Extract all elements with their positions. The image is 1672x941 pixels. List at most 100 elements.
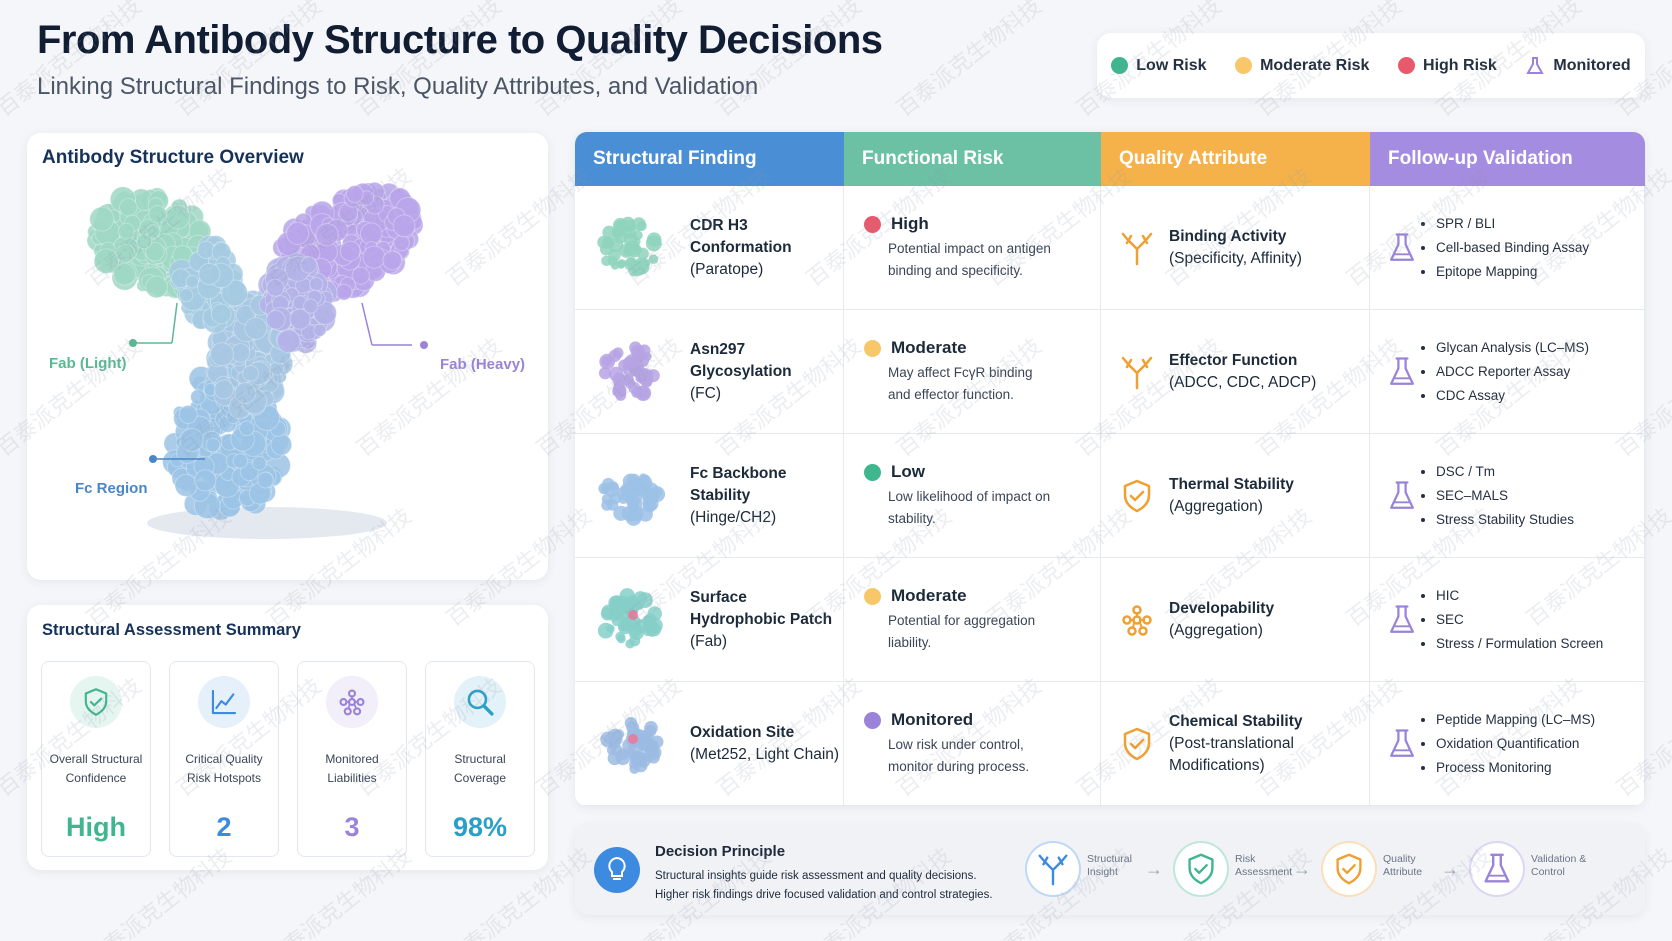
- atom: [614, 729, 625, 739]
- risk-desc: Potential impact on antigen binding and …: [888, 241, 1051, 278]
- table-cell: [1101, 434, 1370, 558]
- column-header: Functional Risk: [844, 132, 1101, 186]
- icon-stroke: [1390, 481, 1414, 509]
- table-cell: [1370, 186, 1645, 310]
- validation-item: Epitope Mapping: [1436, 260, 1589, 284]
- atom: [174, 473, 198, 498]
- attribute-sub: (Aggregation): [1169, 622, 1263, 639]
- validation-item: Stress Stability Studies: [1436, 508, 1574, 532]
- flask-icon: [1390, 357, 1414, 385]
- subtitle: Linking Structural Findings to Risk, Qua…: [37, 73, 759, 100]
- antibody-icon: [1121, 232, 1153, 266]
- legend-item: High Risk: [1398, 57, 1497, 75]
- icon-stroke: [1390, 605, 1414, 633]
- node: [353, 707, 362, 716]
- legend: Low Risk Moderate Risk High Risk Monitored: [1097, 33, 1645, 98]
- icon-stroke: [211, 689, 237, 715]
- summary-label: Monitored Liabilities: [325, 752, 379, 785]
- finding-sub: (Paratope): [690, 261, 764, 278]
- icon-stroke: [1390, 357, 1414, 385]
- table-cell: [1370, 682, 1645, 806]
- domain: [257, 252, 338, 354]
- atom: [629, 341, 642, 354]
- column-header: Quality Attribute: [1101, 132, 1370, 186]
- risk-level: Monitored: [891, 710, 974, 729]
- atom: [289, 308, 311, 330]
- panel-title: Antibody Structure Overview: [42, 147, 304, 168]
- legend-item: Low Risk: [1111, 57, 1207, 75]
- atom: [392, 214, 416, 238]
- validation-item: SEC: [1436, 608, 1603, 632]
- atom: [639, 473, 648, 482]
- atom: [313, 301, 338, 326]
- atom: [608, 349, 622, 362]
- summary-label: Overall Structural Confidence: [49, 752, 143, 785]
- atom: [382, 250, 403, 271]
- atom: [636, 220, 647, 232]
- table-cell: [1370, 310, 1645, 434]
- atom: [345, 184, 364, 203]
- flow-label: Structural Insight: [1087, 853, 1132, 878]
- label-fab-heavy: Fab (Heavy): [440, 356, 526, 373]
- atom: [624, 219, 636, 232]
- atom: [209, 342, 234, 367]
- legend-item: Moderate Risk: [1235, 57, 1369, 75]
- risk-dot: [864, 463, 881, 481]
- validation-list: Glycan Analysis (LC–MS)ADCC Reporter Ass…: [1422, 310, 1589, 434]
- structure-thumbnail: [600, 716, 664, 774]
- shield-icon: [84, 688, 108, 716]
- watermark: 百泰派克生物科技: [891, 0, 1046, 122]
- atom: [286, 221, 310, 246]
- icon-stroke: [1390, 233, 1414, 261]
- atom: [607, 751, 622, 766]
- summary-value: 2: [216, 812, 232, 842]
- summary-value: 3: [344, 812, 360, 842]
- icon-stroke: [1484, 853, 1510, 883]
- icon-circle: [326, 676, 378, 728]
- icon-stroke: [1038, 854, 1068, 886]
- antibody-icon: [1121, 356, 1153, 390]
- finding-sub: (Met252, Light Chain): [690, 746, 840, 763]
- legend-dot: [1111, 57, 1129, 74]
- atom: [647, 745, 662, 760]
- leader-line: [361, 302, 373, 346]
- search-icon: [467, 689, 494, 716]
- legend-dot: [1235, 57, 1253, 74]
- atom: [119, 198, 138, 217]
- atom: [629, 489, 643, 504]
- flow-circle: [1025, 841, 1081, 897]
- line: Higher risk findings drive focused valid…: [655, 889, 993, 901]
- risk: Moderate Potential for aggregation liabil…: [864, 586, 1084, 654]
- attribute-sub: (ADCC, CDC, ADCP): [1169, 374, 1317, 391]
- summary-panel: Structural Assessment Summary Overall St…: [27, 605, 548, 870]
- finding: CDR H3 Conformation (Paratope): [690, 186, 840, 310]
- atom: [303, 298, 319, 314]
- finding-name: Surface Hydrophobic Patch: [690, 589, 833, 628]
- attribute-sub: (Aggregation): [1169, 498, 1263, 515]
- finding-name: Asn297 Glycosylation: [690, 341, 792, 380]
- atom: [362, 245, 386, 269]
- finding: Fc Backbone Stability (Hinge/CH2): [690, 434, 840, 558]
- antibody-illustration: [86, 181, 428, 539]
- label-fab-light: Fab (Light): [49, 355, 127, 372]
- risk-desc: Low likelihood of impact on stability.: [888, 489, 1051, 526]
- flask-icon: [1526, 56, 1545, 74]
- flask-icon: [1390, 481, 1414, 509]
- flow-circle: [1173, 841, 1229, 897]
- finding-sub: (FC): [690, 385, 721, 402]
- finding-name: Oxidation Site: [690, 724, 795, 741]
- atom: [232, 453, 249, 469]
- validation-item: HIC: [1436, 584, 1603, 608]
- attribute-name: Thermal Stability: [1169, 476, 1294, 493]
- flow-arrow: →: [1441, 859, 1459, 879]
- atom: [643, 370, 652, 380]
- finding-name: CDR H3 Conformation: [690, 217, 792, 256]
- atom: [601, 356, 613, 367]
- table-cell: [844, 434, 1101, 558]
- atom: [393, 234, 410, 252]
- validation-list: HICSECStress / Formulation Screen: [1422, 558, 1603, 682]
- atom: [117, 222, 135, 240]
- hotspot: [628, 610, 638, 620]
- risk-dot: [864, 587, 881, 605]
